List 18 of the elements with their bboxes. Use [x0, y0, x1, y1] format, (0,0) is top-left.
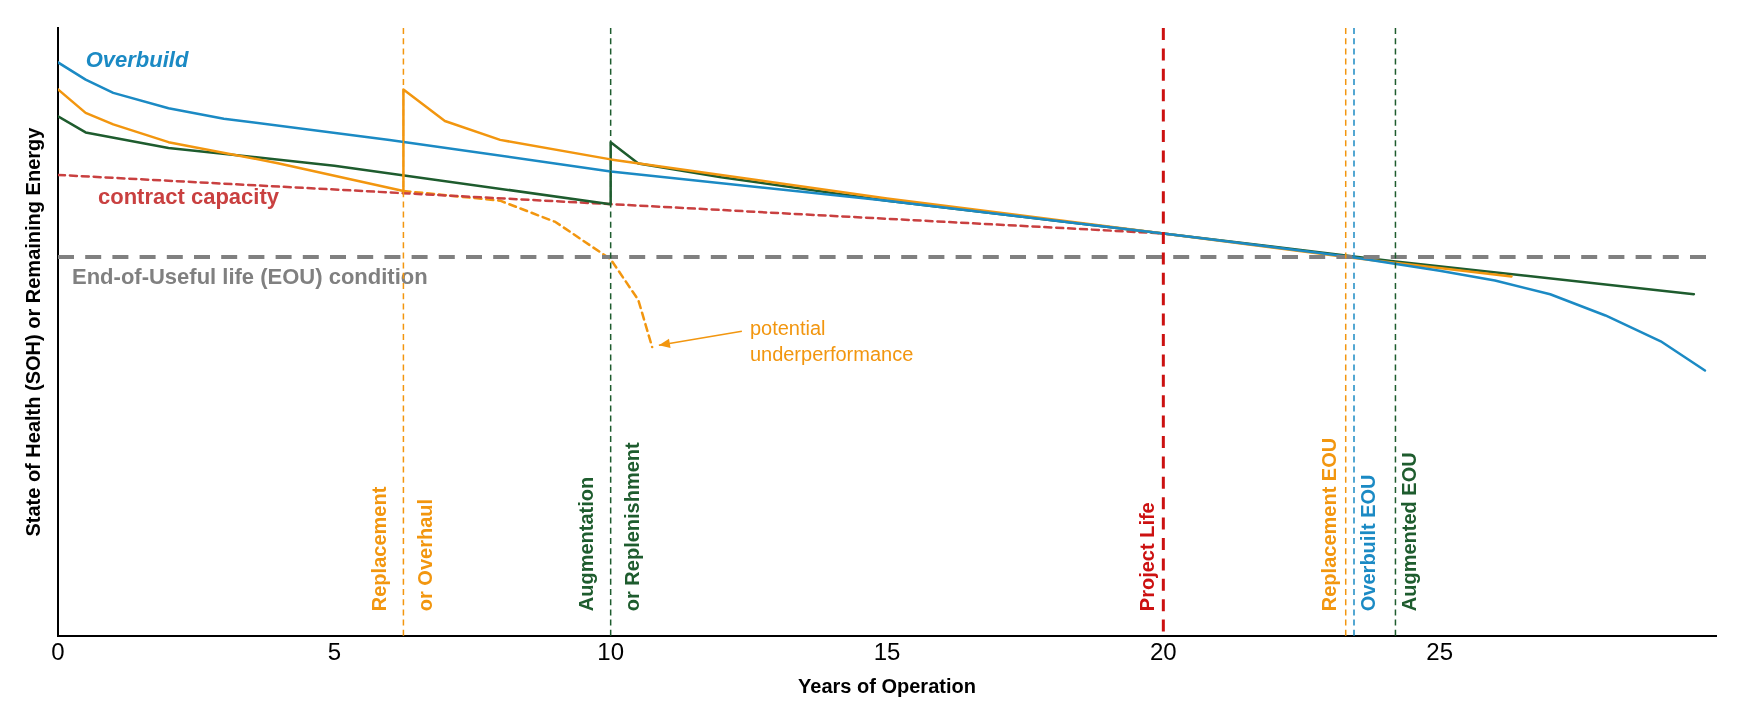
ref-line-label: Replacement EOU	[1318, 437, 1341, 612]
ref-line-label: End-of-Useful life (EOU) condition	[72, 264, 428, 289]
x-axis-title: Years of Operation	[798, 674, 976, 697]
x-tick-label: 20	[1149, 638, 1177, 666]
annotation: potential underperformance	[749, 316, 914, 365]
x-tick-label: 10	[597, 638, 625, 666]
text: Replacement or Overhaul	[367, 486, 436, 612]
x-tick-label: 25	[1426, 638, 1454, 666]
series-label: Overbuild	[85, 46, 189, 72]
y-axis-title: State of Health (SOH) or Remaining Energy	[21, 126, 44, 537]
text: Augmentation or Replenishment	[575, 442, 644, 612]
ref-line-label: Augmented EOU	[1397, 452, 1420, 612]
ref-line-label: Project Life	[1135, 502, 1158, 612]
x-tick-label: 15	[873, 638, 901, 666]
x-tick-label: 0	[51, 638, 65, 666]
ref-line-label: Overbuilt EOU	[1356, 474, 1379, 612]
x-tick-label: 5	[327, 638, 342, 666]
series-label: contract capacity	[98, 183, 280, 209]
